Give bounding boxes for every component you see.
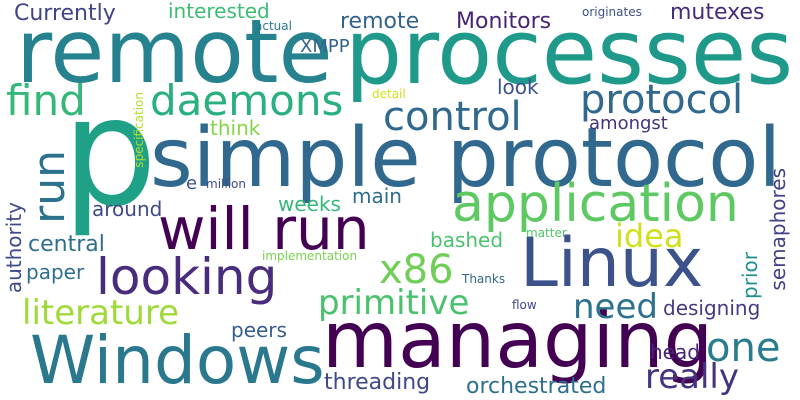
word-interested: interested [168, 0, 270, 23]
word-xmpp: XMPP [300, 36, 350, 57]
word-head: head [650, 340, 700, 364]
word-one: one [706, 325, 781, 371]
word-designing: designing [663, 296, 761, 320]
word-weeks: weeks [278, 192, 341, 216]
word-amongst: amongst [589, 113, 668, 134]
word-idea: idea [615, 217, 684, 255]
word-currently: Currently [14, 1, 116, 26]
word-remote-small: remote [340, 9, 420, 34]
word-really: really [645, 357, 739, 397]
word-mutexes: mutexes [670, 0, 765, 25]
word-peers: peers [231, 318, 287, 342]
word-literature: literature [22, 293, 179, 333]
word-run: run [24, 150, 75, 224]
word-flow: flow [512, 298, 537, 312]
word-main: main [352, 184, 402, 208]
word-detail: detail [372, 87, 406, 101]
word-simple-protocol: simple protocol [150, 111, 782, 206]
word-million: million [206, 177, 246, 191]
word-application: application [452, 174, 739, 234]
word-protocol: protocol [580, 77, 744, 123]
word-semaphores: semaphores [766, 168, 790, 291]
word-bashed: bashed [430, 228, 504, 252]
word-actual: actual [255, 19, 292, 33]
word-find: find [6, 76, 86, 125]
word-thanks: Thanks [462, 272, 506, 286]
word-authority: authority [2, 202, 26, 294]
word-linux: Linux [520, 224, 704, 303]
word-need: need [573, 287, 658, 327]
word-threading: threading [324, 370, 431, 395]
word-paper: paper [26, 260, 85, 284]
word-prior: prior [738, 252, 762, 299]
word-primitive: primitive [318, 283, 470, 323]
word-daemons: daemons [150, 76, 344, 125]
word-control: control [383, 94, 522, 140]
word-orchestrated: orchestrated [466, 374, 607, 399]
word-implementation: implementation [262, 249, 358, 263]
word-will-run: will run [158, 195, 370, 263]
word-managing: managing [322, 296, 714, 386]
word-specification: specification [132, 92, 146, 168]
word-matter: matter [526, 226, 567, 240]
word-look: look [497, 75, 539, 99]
word-windows: Windows [30, 322, 325, 399]
word-remote-large: remote [16, 0, 333, 103]
word-monitors: Monitors [456, 9, 552, 34]
word-x86: x86 [379, 247, 454, 293]
word-central: central [28, 232, 105, 257]
word-looking: looking [96, 248, 278, 306]
word-originates: originates [582, 5, 642, 19]
word-think: think [210, 116, 261, 140]
word-around: around [92, 197, 163, 221]
word-e: e [186, 173, 198, 194]
word-p: p [62, 66, 158, 240]
word-processes: processes [345, 0, 794, 105]
